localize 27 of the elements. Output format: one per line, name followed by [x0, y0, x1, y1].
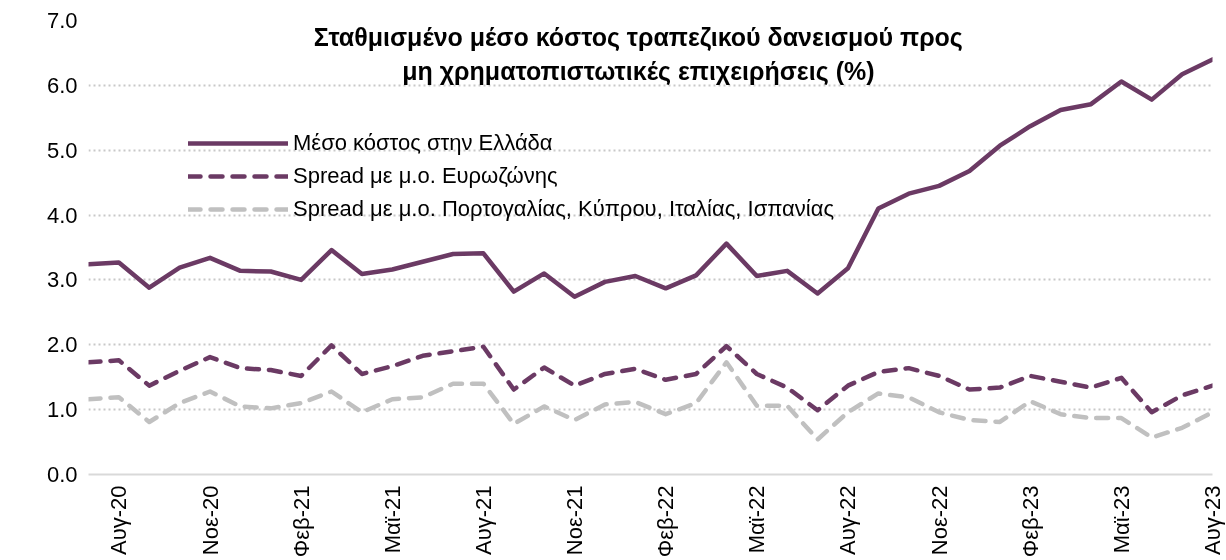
y-tick-label: 2.0 — [46, 332, 78, 358]
x-tick-label: Νοε-22 — [926, 485, 952, 556]
legend-label: Μέσο κόστος στην Ελλάδα — [293, 129, 553, 157]
y-tick-label: 3.0 — [46, 267, 78, 293]
y-tick-label: 0.0 — [46, 462, 78, 487]
y-tick-label: 1.0 — [46, 397, 78, 423]
x-tick-label: Μαϊ-22 — [744, 485, 770, 554]
x-tick-label: Αυγ-20 — [106, 485, 132, 555]
x-tick-label: Μαϊ-21 — [379, 485, 405, 554]
legend-label: Spread με μ.ο. Ευρωζώνης — [293, 162, 558, 190]
line-series — [88, 57, 1213, 300]
x-tick-label: Φεβ-21 — [288, 485, 314, 558]
y-tick-label: 5.0 — [46, 137, 78, 163]
x-tick-label: Νοε-20 — [197, 485, 223, 556]
legend-label: Spread με μ.ο. Πορτογαλίας, Κύπρου, Ιταλίας, Ισπανίας — [293, 195, 835, 223]
x-tick-label: Αυγ-21 — [470, 485, 496, 555]
x-tick-label: Φεβ-22 — [653, 485, 679, 558]
y-tick-label: 4.0 — [46, 202, 78, 228]
y-tick-label: 6.0 — [46, 72, 78, 98]
y-tick-label: 7.0 — [46, 8, 78, 33]
x-tick-label: Φεβ-23 — [1017, 485, 1043, 558]
x-tick-label: Αυγ-23 — [1200, 485, 1225, 555]
line-series — [88, 343, 1213, 415]
x-tick-label: Αυγ-22 — [835, 485, 861, 555]
x-tick-label: Μαϊ-23 — [1108, 485, 1134, 554]
x-tick-label: Νοε-21 — [562, 485, 588, 556]
text: Σταθμισμένο μέσο κόστος τραπεζικού δανεισμού προς μη χρηματοπιστωτικές επιχειρήσεις (%) — [313, 22, 963, 86]
